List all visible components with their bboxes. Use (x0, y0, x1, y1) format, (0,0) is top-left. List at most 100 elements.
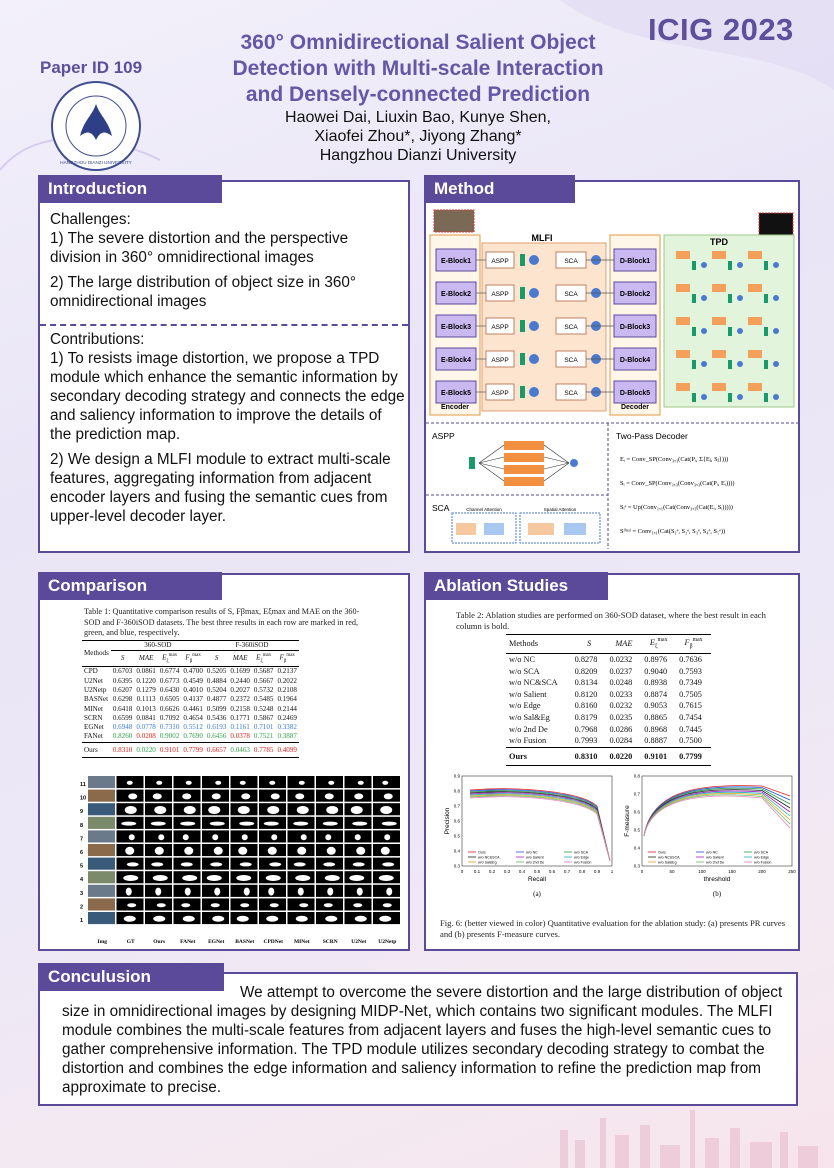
salient-region (381, 821, 397, 826)
method-name: Ours (84, 745, 98, 754)
table-row: SCRN 0.6599 0.0841 0.7092 0.4654 0.5436 0.1771… (82, 714, 299, 723)
metric-superscript: max (657, 637, 668, 643)
table-row: BASNet 0.6298 0.1113 0.6505 0.4137 0.4877 0.23… (82, 695, 299, 704)
aspp-label: ASPP (491, 258, 508, 265)
salient-region (185, 780, 192, 785)
table-row: CPD 0.6703 0.0861 0.6774 0.4700 0.5205 0.1699 0… (82, 667, 299, 677)
method-name: w/o Salient (509, 689, 547, 699)
salient-region (154, 846, 164, 855)
salient-region (125, 887, 132, 896)
table-cell: 0.9101 (644, 751, 668, 761)
salient-region (236, 875, 252, 881)
salient-region (182, 834, 189, 841)
legend-label: w/o Fusion (574, 861, 591, 865)
table-cell: 0.9002 (159, 732, 180, 741)
x-tick-label: 0.7 (564, 869, 571, 874)
input-image (433, 209, 475, 233)
table-cell: 0.0286 (609, 724, 633, 734)
table-cell: 0.8976 (644, 655, 668, 665)
table-cell: 0.0778 (136, 723, 156, 732)
salient-region (354, 834, 361, 841)
method-name: U2Net (84, 676, 103, 685)
salient-region (380, 806, 393, 814)
salient-region (323, 862, 336, 867)
input-thumbnail (88, 884, 115, 897)
salient-region (297, 887, 304, 896)
table-cell: 0.8209 (574, 666, 598, 676)
table-row: U2Netp 0.6207 0.1279 0.6430 0.4010 0.5204 0.20… (82, 686, 299, 695)
tpd-conv (764, 261, 768, 270)
pool (456, 523, 476, 535)
salient-region (212, 834, 219, 841)
salient-region (215, 780, 222, 785)
table-cell: 0.7310 (159, 723, 180, 732)
table-cell: 0.5248 (253, 704, 274, 713)
aspp-label: ASPP (491, 324, 508, 331)
metric-symbol: MAE (138, 654, 154, 663)
branch (478, 456, 505, 464)
legend-label: w/o Sal&Eg (658, 861, 677, 865)
x-tick-label: 100 (698, 869, 706, 874)
salient-region (182, 875, 198, 881)
metric-header: Fβmax (181, 651, 205, 667)
section-heading: Comparison (38, 572, 222, 600)
salient-region (382, 903, 392, 908)
salient-region (379, 915, 392, 922)
column-label: BASNet (235, 939, 254, 945)
salient-region (150, 821, 166, 826)
method-name: Ours (509, 751, 527, 761)
table-cell: 0.7690 (183, 732, 203, 741)
curve (469, 789, 611, 862)
column-label: SCRN (323, 939, 338, 945)
salient-region (239, 821, 255, 826)
salient-region (180, 862, 193, 867)
y-tick-label: 0.6 (454, 819, 461, 824)
contribution-item: 2) We design a MLFI module to extract mu… (50, 451, 391, 525)
tpd-conv (748, 317, 762, 325)
salient-region (328, 780, 335, 785)
title-line: and Densely-connected Prediction (245, 83, 591, 106)
table-cell: 0.6395 (112, 676, 133, 685)
table-caption: Table 1: Quantitative comparison results… (84, 607, 360, 637)
curve (469, 795, 611, 862)
block-label: D-Block1 (620, 258, 650, 265)
salient-region (123, 875, 139, 881)
subheading: Contributions: (50, 331, 145, 348)
salient-region (382, 862, 395, 867)
metric-header: Eξmax (641, 635, 676, 654)
tpd-node (701, 328, 707, 334)
salient-region (266, 915, 279, 922)
table-row: MINet 0.6418 0.1013 0.6626 0.4461 0.5099 0.215… (82, 705, 299, 714)
table-row: EGNet 0.6948 0.0778 0.7310 0.5512 0.6193 0.116… (82, 723, 299, 732)
salient-region (156, 903, 166, 908)
dilated-conv (504, 453, 544, 462)
salient-region (299, 903, 309, 908)
y-tick-label: 0.8 (454, 789, 461, 794)
legend-label: w/o Fusion (754, 861, 771, 865)
dilated-conv (504, 441, 544, 450)
tpd-node (701, 262, 707, 268)
tpd-node (737, 394, 743, 400)
curve (469, 793, 611, 862)
table-cell: 0.0220 (136, 745, 156, 754)
salient-region (267, 846, 277, 855)
legend-label: w/o 2nd De (706, 861, 724, 865)
y-tick-label: 0.7 (454, 804, 461, 809)
metric-header: MAE (134, 651, 158, 667)
section-heading: Method (424, 175, 575, 203)
table-cell: 0.0235 (609, 712, 633, 722)
salient-region (383, 793, 393, 800)
table-cell: 0.6207 (112, 685, 133, 694)
table-cell: 0.8865 (644, 712, 668, 722)
formula: Sᵢ = Conv_SP(Conv₃ₓ₃(Conv₃ₓ₃(Cat(Pᵢ, Eᵢ)… (620, 480, 735, 487)
table-cell: 0.6193 (206, 723, 227, 732)
attention-label: Channel Attention (466, 507, 502, 512)
attention-label: Spatial Attention (544, 507, 577, 512)
table-cell: 0.6703 (112, 667, 133, 676)
y-tick-label: 0.4 (454, 849, 461, 854)
legend-label: w/o 2nd De (526, 861, 544, 865)
metric-superscript: max (192, 653, 201, 659)
table-cell: 0.7993 (574, 736, 598, 746)
x-tick-label: 50 (669, 869, 675, 874)
